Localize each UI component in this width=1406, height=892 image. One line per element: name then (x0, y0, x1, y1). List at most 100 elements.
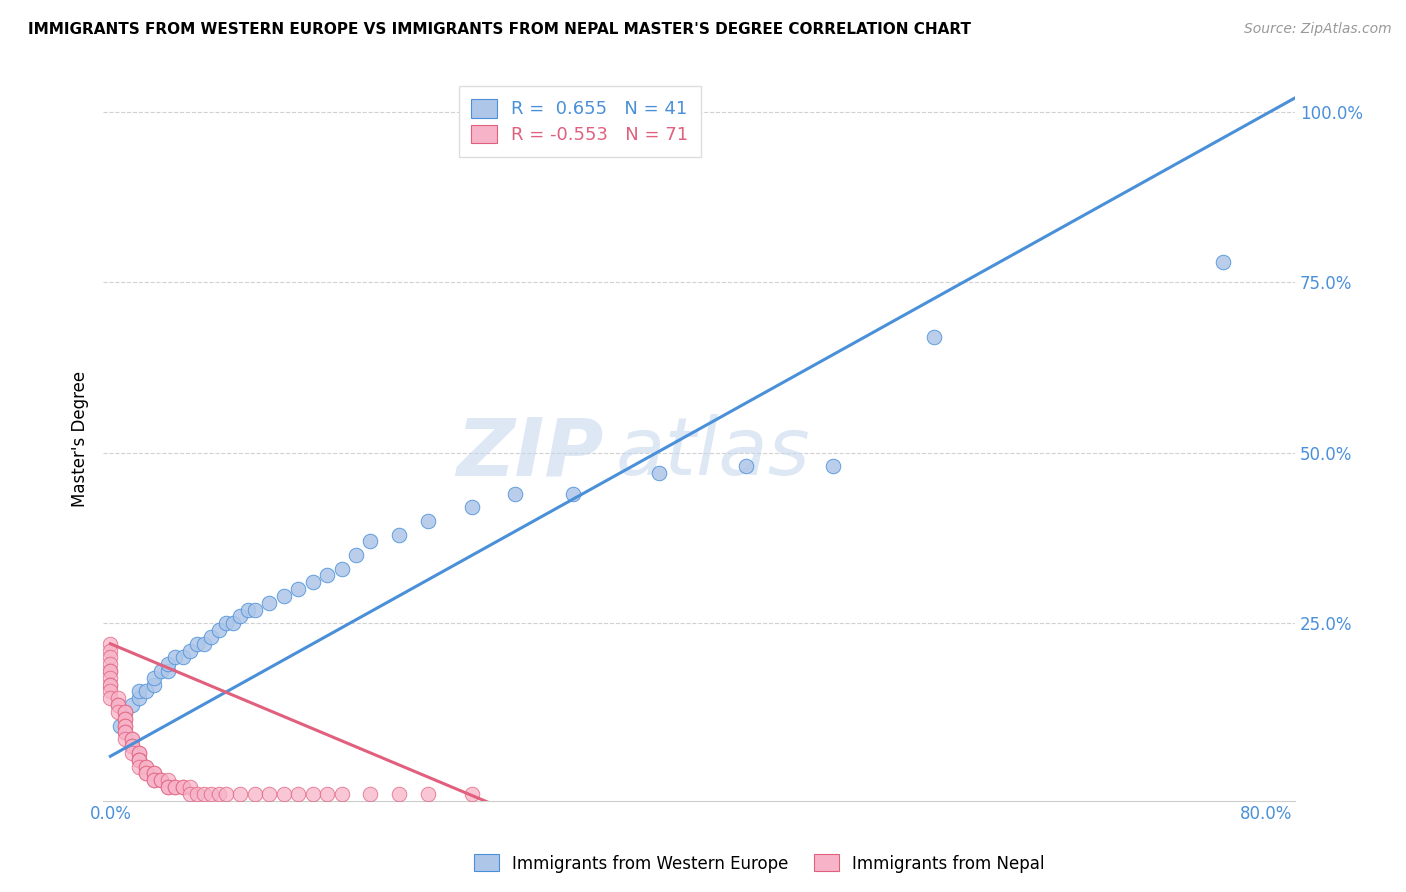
Point (259, 787, 281, 801)
Point (165, 650, 187, 665)
Point (128, 753, 150, 767)
Point (98, 664, 121, 678)
Point (208, 787, 231, 801)
Point (135, 759, 157, 773)
Point (114, 718, 136, 732)
Point (128, 753, 150, 767)
Point (142, 678, 165, 692)
Point (172, 780, 194, 794)
Point (98, 650, 121, 665)
Point (121, 739, 143, 753)
Point (193, 787, 215, 801)
Point (179, 643, 201, 657)
Point (215, 787, 238, 801)
Text: Source: ZipAtlas.com: Source: ZipAtlas.com (1244, 22, 1392, 37)
Point (418, 514, 440, 528)
Point (222, 616, 245, 631)
Point (287, 582, 309, 596)
Point (110, 718, 132, 732)
Point (259, 596, 281, 610)
Point (107, 691, 129, 706)
Point (114, 732, 136, 747)
Point (114, 718, 136, 732)
Point (149, 664, 172, 678)
Point (179, 787, 201, 801)
Point (388, 527, 411, 541)
Point (273, 787, 295, 801)
Point (121, 698, 143, 712)
Text: ZIP: ZIP (457, 415, 603, 492)
Point (114, 712, 136, 726)
Point (157, 664, 180, 678)
Text: atlas: atlas (616, 415, 810, 492)
Point (165, 780, 187, 794)
Point (200, 787, 222, 801)
Point (98, 671, 121, 685)
Point (98, 637, 121, 651)
Point (157, 780, 180, 794)
Point (114, 725, 136, 739)
Point (186, 637, 208, 651)
Point (128, 746, 150, 760)
Legend: Immigrants from Western Europe, Immigrants from Nepal: Immigrants from Western Europe, Immigran… (467, 847, 1052, 880)
Point (135, 684, 157, 698)
Point (135, 766, 157, 780)
Point (273, 589, 295, 603)
Point (821, 459, 844, 474)
Point (157, 773, 180, 788)
Point (98, 691, 121, 706)
Point (229, 609, 252, 624)
Point (359, 787, 381, 801)
Point (172, 780, 194, 794)
Point (460, 787, 482, 801)
Point (301, 787, 323, 801)
Point (128, 746, 150, 760)
Point (142, 671, 165, 685)
Point (98, 643, 121, 657)
Point (243, 787, 266, 801)
Point (142, 773, 165, 788)
Point (157, 657, 180, 672)
Point (114, 705, 136, 719)
Point (179, 780, 201, 794)
Point (561, 486, 583, 500)
Point (236, 602, 259, 616)
Point (121, 732, 143, 747)
Point (172, 650, 194, 665)
Point (1212, 254, 1234, 268)
Point (142, 766, 165, 780)
Point (98, 657, 121, 672)
Point (301, 575, 323, 590)
Point (98, 678, 121, 692)
Point (142, 766, 165, 780)
Point (316, 568, 339, 582)
Point (735, 459, 758, 474)
Point (922, 329, 945, 343)
Point (107, 698, 129, 712)
Point (128, 684, 150, 698)
Point (359, 534, 381, 549)
Point (149, 773, 172, 788)
Point (135, 766, 157, 780)
Point (165, 780, 187, 794)
Point (287, 787, 309, 801)
Point (114, 705, 136, 719)
Point (330, 562, 353, 576)
Y-axis label: Master's Degree: Master's Degree (72, 371, 89, 507)
Point (193, 637, 215, 651)
Point (200, 630, 222, 644)
Point (149, 773, 172, 788)
Point (503, 486, 526, 500)
Point (388, 787, 411, 801)
Point (243, 602, 266, 616)
Point (157, 780, 180, 794)
Point (128, 691, 150, 706)
Legend: R =  0.655   N = 41, R = -0.553   N = 71: R = 0.655 N = 41, R = -0.553 N = 71 (458, 87, 702, 157)
Point (648, 466, 671, 480)
Point (114, 712, 136, 726)
Point (98, 664, 121, 678)
Point (208, 623, 231, 637)
Point (128, 753, 150, 767)
Point (114, 705, 136, 719)
Point (107, 705, 129, 719)
